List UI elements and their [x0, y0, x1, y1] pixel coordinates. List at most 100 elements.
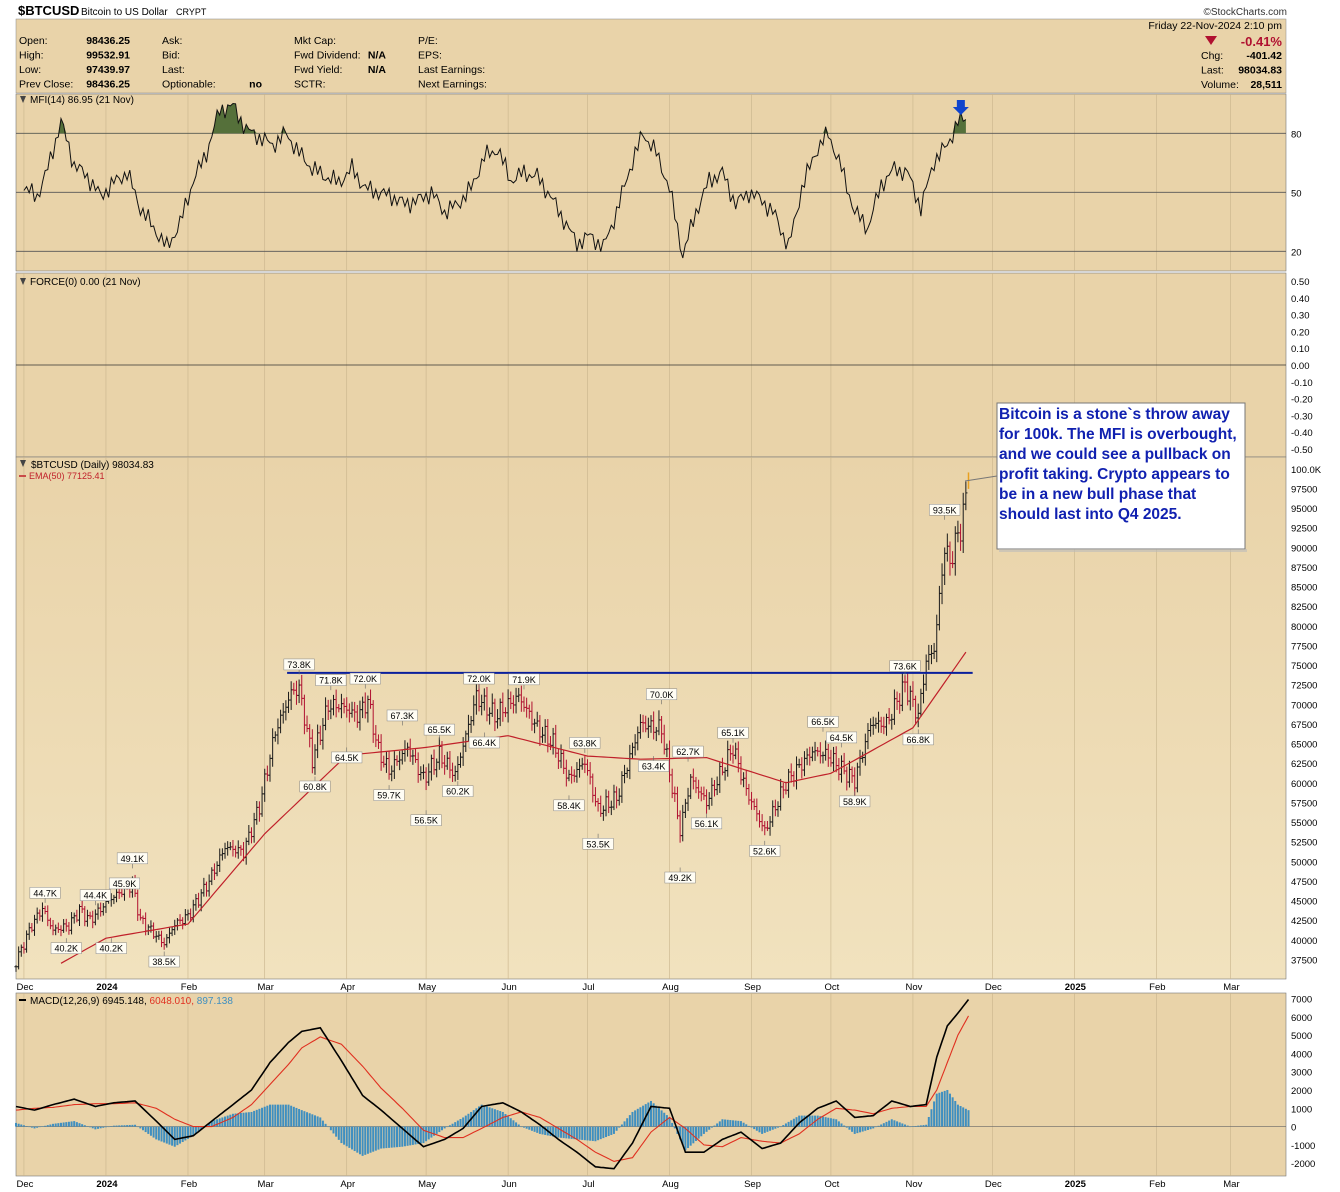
- macd-tick-label: -1000: [1291, 1141, 1315, 1152]
- macd-histogram-bar: [406, 1126, 409, 1146]
- macd-histogram-bar: [734, 1120, 737, 1127]
- macd-histogram-bar: [33, 1126, 36, 1129]
- macd-histogram-bar: [327, 1126, 330, 1128]
- macd-histogram-bar: [888, 1120, 891, 1127]
- macd-histogram-bar: [168, 1126, 171, 1145]
- macd-tick-label: 7000: [1291, 994, 1312, 1005]
- macd-histogram-bar: [142, 1126, 144, 1131]
- macd-histogram-bar: [795, 1117, 798, 1127]
- price-label: 63.4K: [642, 762, 666, 772]
- macd-histogram-bar: [898, 1122, 901, 1127]
- price-tick-label: 92500: [1291, 524, 1317, 535]
- macd-histogram-bar: [446, 1126, 449, 1128]
- macd-tick-label: 2000: [1291, 1086, 1312, 1097]
- force-tick-label: -0.10: [1291, 378, 1313, 389]
- macd-histogram-bar: [139, 1126, 142, 1129]
- field-label: Prev Close:: [19, 79, 73, 91]
- macd-histogram-bar: [75, 1122, 78, 1127]
- macd-histogram-bar: [758, 1126, 761, 1133]
- price-label: 62.7K: [676, 747, 700, 757]
- macd-histogram-bar: [173, 1126, 176, 1147]
- macd-tick-label: 3000: [1291, 1068, 1312, 1079]
- macd-histogram-bar: [443, 1126, 446, 1129]
- macd-histogram-bar: [356, 1126, 359, 1153]
- macd-histogram-bar: [859, 1126, 862, 1133]
- price-label: 59.7K: [377, 791, 401, 801]
- macd-histogram-bar: [478, 1106, 481, 1127]
- macd-histogram-bar: [269, 1104, 271, 1127]
- macd-histogram-bar: [475, 1108, 478, 1127]
- price-label: 45.9K: [113, 879, 137, 889]
- macd-histogram-bar: [226, 1115, 229, 1127]
- macd-tick-label: 6000: [1291, 1013, 1312, 1024]
- macd-histogram-bar: [599, 1126, 602, 1140]
- price-label-box: [839, 795, 871, 808]
- macd-histogram-bar: [128, 1124, 131, 1127]
- macd-histogram-bar: [123, 1125, 126, 1127]
- force-tick-label: -0.40: [1291, 428, 1313, 439]
- macd-histogram-bar: [160, 1126, 163, 1142]
- x-tick-label: Oct: [825, 982, 840, 993]
- macd-histogram-bar: [62, 1122, 65, 1127]
- field-label: Optionable:: [162, 79, 216, 91]
- macd-histogram-bar: [890, 1119, 893, 1127]
- macd-histogram-bar: [313, 1115, 316, 1127]
- macd-histogram-bar: [710, 1126, 713, 1128]
- price-label: 56.1K: [695, 819, 719, 829]
- macd-histogram-bar: [896, 1121, 899, 1127]
- field-label: Bid:: [162, 50, 180, 62]
- macd-histogram-bar: [292, 1106, 295, 1127]
- field-label: Low:: [19, 64, 41, 76]
- macd-histogram-bar: [671, 1122, 674, 1127]
- macd-histogram-bar: [459, 1119, 462, 1127]
- macd-histogram-bar: [311, 1114, 314, 1127]
- macd-histogram-bar: [536, 1126, 539, 1133]
- macd-histogram-bar: [493, 1109, 496, 1127]
- price-label: 66.4K: [473, 738, 497, 748]
- mfi-tick-label: 80: [1291, 129, 1302, 140]
- macd-histogram-bar: [726, 1119, 729, 1127]
- macd-histogram-bar: [681, 1126, 684, 1145]
- macd-histogram-bar: [89, 1126, 92, 1128]
- x-tick-label: Feb: [1149, 1179, 1165, 1190]
- macd-histogram-bar: [303, 1111, 306, 1127]
- macd-histogram-bar: [472, 1110, 475, 1127]
- macd-histogram-bar: [157, 1126, 160, 1141]
- price-labels: 44.7K 40.2K 44.4K 45.9K 40.2K 49.1K 38.5K 73.8K…: [29, 504, 961, 968]
- macd-histogram-bar: [382, 1126, 385, 1149]
- macd-histogram-bar: [181, 1126, 184, 1143]
- macd-histogram-bar: [237, 1113, 240, 1127]
- macd-histogram-bar: [956, 1104, 959, 1127]
- macd-histogram-bar: [782, 1125, 785, 1127]
- macd-histogram-bar: [65, 1122, 68, 1127]
- macd-histogram-bar: [36, 1126, 39, 1128]
- price-tick-label: 37500: [1291, 955, 1317, 966]
- macd-histogram-bar: [417, 1126, 420, 1144]
- macd-histogram-bar: [245, 1112, 248, 1127]
- macd-histogram-bar: [840, 1123, 843, 1127]
- macd-histogram-bar: [396, 1126, 398, 1148]
- indicator-marker-icon: [20, 96, 26, 103]
- price-tick-label: 87500: [1291, 563, 1317, 574]
- field-value: 98034.83: [1238, 65, 1282, 77]
- x-tick-label: Aug: [662, 1179, 679, 1190]
- macd-histogram-bar: [917, 1125, 920, 1127]
- down-arrow-icon: [952, 100, 969, 115]
- force-title: FORCE(0) 0.00 (21 Nov): [30, 277, 141, 288]
- macd-histogram-bar: [694, 1126, 697, 1141]
- macd-histogram-bar: [732, 1120, 735, 1127]
- macd-histogram-bar: [843, 1125, 846, 1127]
- macd-histogram-bar: [255, 1109, 258, 1127]
- price-label: 63.8K: [573, 738, 597, 748]
- macd-histogram-bar: [200, 1126, 203, 1130]
- x-tick-label: Jun: [501, 982, 516, 993]
- price-tick-label: 55000: [1291, 818, 1317, 829]
- macd-histogram-bar: [909, 1126, 912, 1128]
- macd-histogram-bar: [316, 1116, 319, 1127]
- macd-histogram-bar: [504, 1114, 507, 1127]
- macd-histogram-bar: [57, 1123, 60, 1127]
- macd-histogram-bar: [343, 1126, 346, 1145]
- macd-histogram-bar: [864, 1126, 867, 1131]
- macd-histogram-bar: [20, 1124, 23, 1127]
- price-tick-label: 65000: [1291, 740, 1317, 751]
